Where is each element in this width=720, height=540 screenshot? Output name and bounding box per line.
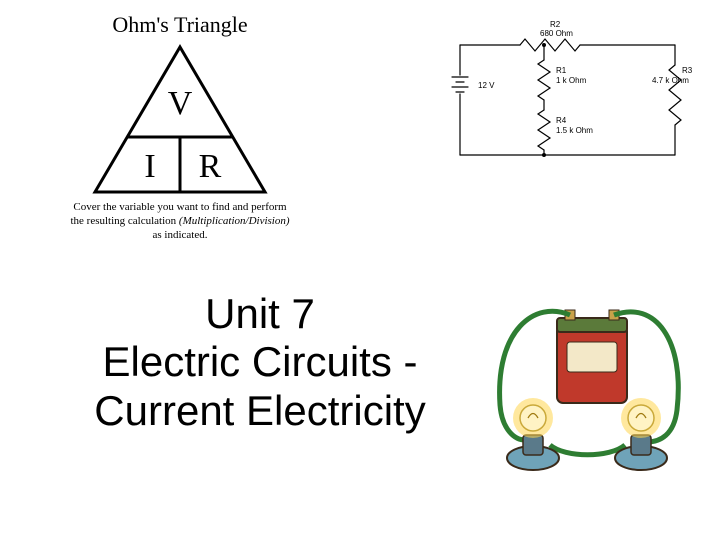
r2-name: R2 — [550, 20, 561, 29]
battery-bulbs-svg — [465, 290, 700, 490]
r1-name: R1 — [556, 66, 567, 75]
caption-line: Cover the variable you want to find and … — [73, 201, 286, 213]
ohms-i-letter: I — [144, 148, 155, 185]
ohms-triangle-title: Ohm's Triangle — [40, 12, 320, 38]
r4-name: R4 — [556, 116, 567, 125]
r3-name: R3 — [682, 66, 693, 75]
ohms-triangle-diagram: V I R — [90, 42, 270, 197]
ohms-r-letter: R — [199, 148, 222, 185]
title-line: Current Electricity — [50, 387, 470, 435]
voltage-label: 12 V — [478, 81, 495, 90]
main-title-block: Unit 7 Electric Circuits - Current Elect… — [50, 290, 470, 435]
title-line: Electric Circuits - — [50, 338, 470, 386]
circuit-schematic: 12 V R2 680 Ohm R1 1 k Ohm R4 1.5 k Ohm … — [440, 15, 695, 175]
r1-value: 1 k Ohm — [556, 76, 587, 85]
r2-value: 680 Ohm — [540, 29, 573, 38]
battery-bulbs-illustration — [465, 290, 700, 490]
ohms-v-letter: V — [168, 85, 193, 122]
circuit-schematic-block: 12 V R2 680 Ohm R1 1 k Ohm R4 1.5 k Ohm … — [440, 15, 695, 175]
r3-value: 4.7 k Ohm — [652, 76, 689, 85]
caption-line-italic: (Multiplication/Division) — [179, 215, 290, 227]
caption-line: the resulting calculation — [70, 215, 178, 227]
r4-value: 1.5 k Ohm — [556, 126, 593, 135]
caption-line: as indicated. — [153, 229, 208, 241]
title-line: Unit 7 — [50, 290, 470, 338]
ohms-triangle-caption: Cover the variable you want to find and … — [40, 201, 320, 242]
ohms-triangle-block: Ohm's Triangle V I R Cover the variable … — [40, 12, 320, 242]
